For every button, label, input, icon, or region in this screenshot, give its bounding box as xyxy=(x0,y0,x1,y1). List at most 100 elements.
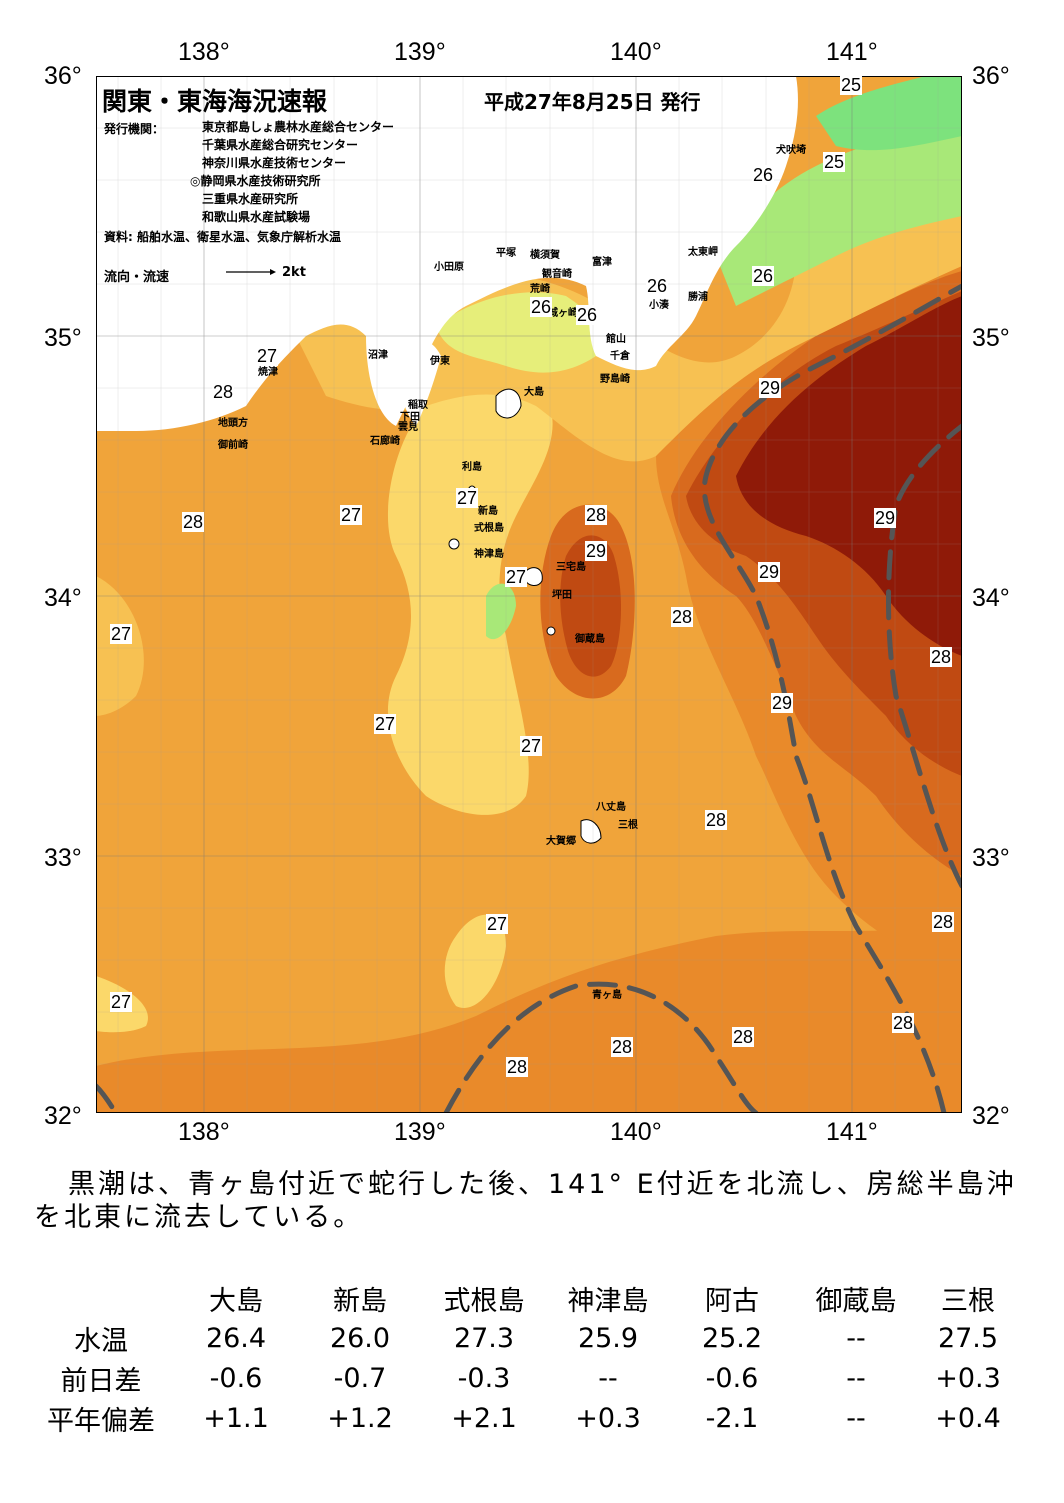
place-jogasaki: 城ヶ崎 xyxy=(548,308,578,319)
isotherm-label: 27 xyxy=(110,992,133,1012)
place-inatori: 稲取 xyxy=(408,400,428,411)
table-row: 前日差 -0.6 -0.7 -0.3 -- -0.6 -- +0.3 xyxy=(28,1358,1018,1398)
land-izu-peninsula xyxy=(396,341,441,426)
kuroshio-axis xyxy=(96,283,962,1113)
place-aogashima: 青ヶ島 xyxy=(592,990,622,1001)
lat-tick-36: 36° xyxy=(44,62,82,90)
lon-tick-139: 139° xyxy=(394,38,446,66)
row-label-water-temp: 水温 xyxy=(74,1325,128,1357)
station-shikinejima: 式根島 xyxy=(443,1285,525,1317)
isotherm-label: 26 xyxy=(576,305,599,325)
isotherm-label: 28 xyxy=(611,1037,634,1057)
isotherm-label: 25 xyxy=(840,75,863,95)
zone-29b-mikura xyxy=(560,535,622,677)
zone-26-boso xyxy=(716,126,962,306)
station-mikurajima: 御蔵島 xyxy=(815,1285,897,1317)
isotherm-label: 27 xyxy=(256,346,279,366)
isotherm-label: 27 xyxy=(374,714,397,734)
map-title: 関東・東海海況速報 xyxy=(102,87,328,116)
table-cell: +2.1 xyxy=(451,1402,517,1434)
place-odawara: 小田原 xyxy=(434,262,464,273)
station-oshima: 大島 xyxy=(209,1285,263,1317)
lat-lon-grid xyxy=(96,76,962,1113)
isotherm-label: 26 xyxy=(752,165,775,185)
lon-tick-139-bottom: 139° xyxy=(394,1118,446,1146)
land-honshu xyxy=(96,76,798,431)
zone-27-west xyxy=(96,576,144,716)
table-cell: -- xyxy=(846,1322,866,1354)
lat-tick-34: 34° xyxy=(44,584,82,612)
table-cell: -0.7 xyxy=(333,1362,387,1394)
place-oshima: 大島 xyxy=(524,387,544,398)
table-cell: +0.4 xyxy=(935,1402,1001,1434)
situation-summary: 黒潮は、青ヶ島付近で蛇行した後、141° E付近を北流し、房総半島沖を北東に流去… xyxy=(34,1169,1017,1233)
lon-tick-138: 138° xyxy=(178,38,230,66)
current-arrow-icon xyxy=(226,269,276,275)
issuers-list: 東京都島しょ農林水産総合センター 千葉県水産総合研究センター 神奈川県水産技術セ… xyxy=(190,118,394,226)
lon-tick-138-bottom: 138° xyxy=(178,1118,230,1146)
issuers-label: 発行機関： xyxy=(104,122,165,136)
isotherm-label: 28 xyxy=(930,647,953,667)
table-header-row: 大島 新島 式根島 神津島 阿古 御蔵島 三根 xyxy=(28,1278,1018,1318)
table-row: 平年偏差 +1.1 +1.2 +2.1 +0.3 -2.1 -- +0.4 xyxy=(28,1398,1018,1438)
place-yaizu: 焼津 xyxy=(258,367,278,378)
current-legend-label: 流向・流速 xyxy=(104,270,170,285)
zone-26-kozu xyxy=(486,583,516,640)
place-kominato: 小湊 xyxy=(649,300,669,311)
lat-tick-35: 35° xyxy=(44,324,82,352)
lon-tick-141-bottom: 141° xyxy=(826,1118,878,1146)
issuer-kanagawa: 神奈川県水産技術センター xyxy=(202,156,347,170)
row-label-anomaly: 平年偏差 xyxy=(47,1405,155,1437)
lon-tick-141: 141° xyxy=(826,38,878,66)
table-cell: -0.6 xyxy=(209,1362,263,1394)
lat-tick-34-right: 34° xyxy=(972,584,1010,612)
place-yokosuka: 横須賀 xyxy=(530,250,560,261)
land-mikurajima xyxy=(546,626,556,636)
station-niijima: 新島 xyxy=(333,1285,387,1317)
lat-tick-33: 33° xyxy=(44,844,82,872)
place-arasaki: 荒崎 xyxy=(530,284,550,295)
issuer-shizuoka: ◎静岡県水産技術研究所 xyxy=(190,174,321,188)
table-cell: +0.3 xyxy=(935,1362,1001,1394)
isotherm-label: 28 xyxy=(932,912,955,932)
table-cell: -0.6 xyxy=(705,1362,759,1394)
isotherm-label: 28 xyxy=(705,810,728,830)
place-futtsu: 富津 xyxy=(592,257,612,268)
place-irozaki: 石廊崎 xyxy=(370,436,400,447)
zone-27-south xyxy=(444,914,506,1008)
isotherm-label: 26 xyxy=(646,276,669,296)
place-mikurajima: 御蔵島 xyxy=(575,634,605,645)
observation-table: 大島 新島 式根島 神津島 阿古 御蔵島 三根 水温 26.4 26.0 27.… xyxy=(28,1278,1018,1438)
place-jitogata: 地頭方 xyxy=(218,418,248,429)
zone-25-choshi xyxy=(816,76,962,151)
station-ako: 阿古 xyxy=(705,1285,759,1317)
place-kannonzaki: 観音崎 xyxy=(542,269,572,280)
table-cell: 27.3 xyxy=(453,1322,515,1354)
land-kozushima xyxy=(448,538,460,550)
table-cell: -0.3 xyxy=(457,1362,511,1394)
isotherm-label: 28 xyxy=(732,1027,755,1047)
isotherm-label: 25 xyxy=(823,152,846,172)
place-shimoda: 下田 xyxy=(400,412,420,423)
issuer-chiba: 千葉県水産総合研究センター xyxy=(202,138,359,152)
lon-tick-140-bottom: 140° xyxy=(610,1118,662,1146)
place-tsubota: 坪田 xyxy=(552,590,572,601)
zone-27-central xyxy=(387,377,553,815)
table-cell: 27.5 xyxy=(937,1322,999,1354)
isotherm-label: 27 xyxy=(456,488,479,508)
map-frame xyxy=(96,76,962,1113)
table-cell: 25.9 xyxy=(577,1322,639,1354)
data-source: 資料: 船舶水温、衛星水温、気象庁解析水温 xyxy=(104,230,341,244)
place-inubozaki: 犬吠埼 xyxy=(776,145,806,156)
place-tateyama: 館山 xyxy=(606,334,626,345)
land-miyake xyxy=(525,567,543,586)
isotherm-label: 28 xyxy=(212,382,235,402)
table-corner xyxy=(28,1278,174,1318)
isotherm-label: 29 xyxy=(759,378,782,398)
land-hachijo xyxy=(580,819,602,844)
zone-28b-south xyxy=(96,926,962,1113)
issuer-tokyo: 東京都島しょ農林水産総合センター xyxy=(202,120,395,134)
isotherm-label: 27 xyxy=(340,505,363,525)
place-hiratsuka: 平塚 xyxy=(496,248,516,259)
isotherm-label: 27 xyxy=(486,914,509,934)
